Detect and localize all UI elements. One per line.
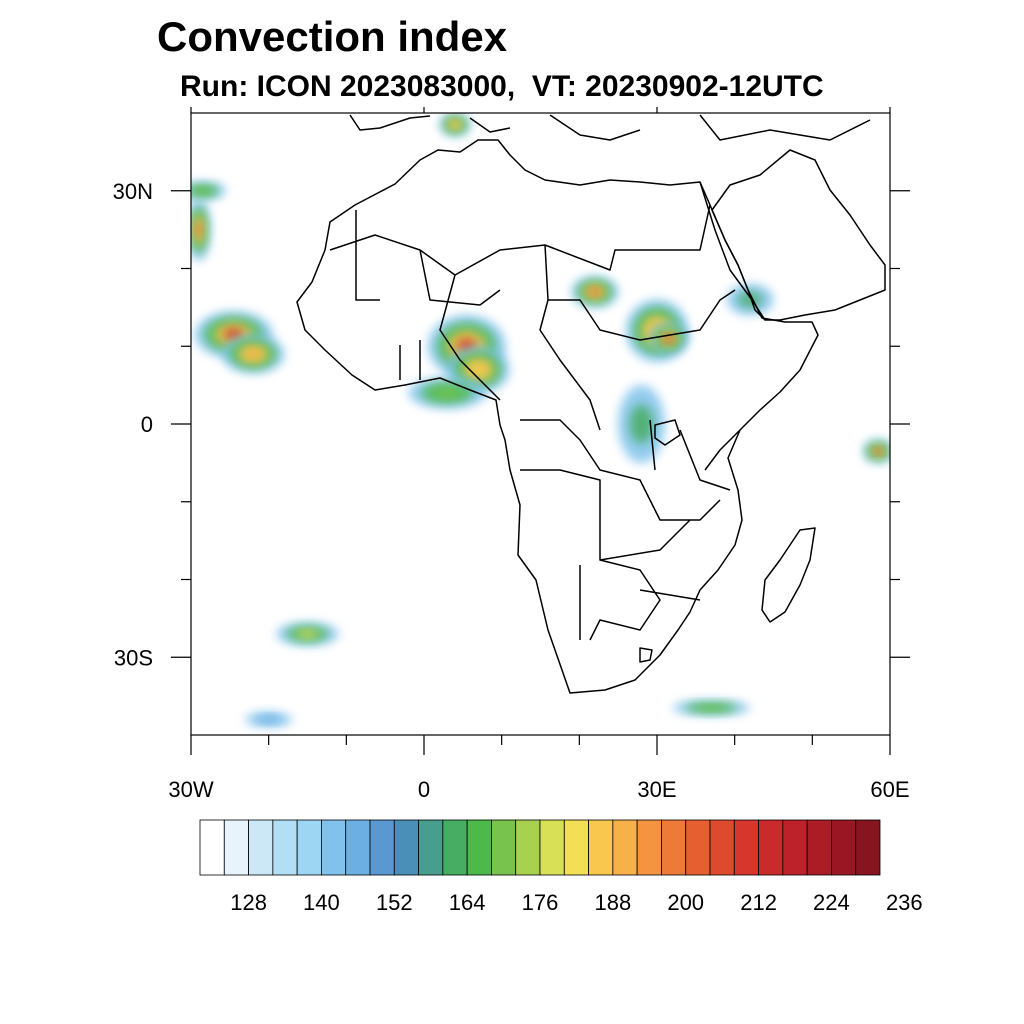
- colorbar-swatch: [466, 819, 492, 876]
- convection-cell-3: [194, 187, 211, 194]
- lon-label: 0: [418, 777, 430, 802]
- convection-cell-14: [698, 705, 725, 711]
- colorbar-label: 224: [813, 890, 850, 915]
- colorbar-swatch: [418, 819, 444, 876]
- convection-cell-7: [589, 287, 601, 296]
- europe-coastline: [349, 114, 871, 141]
- colorbar-swatch: [491, 819, 517, 876]
- map-title: Convection index: [157, 13, 508, 60]
- colorbar-swatch: [223, 819, 249, 876]
- colorbar-label: 128: [230, 890, 267, 915]
- colorbar-swatch: [442, 819, 468, 876]
- colorbar-swatch: [685, 819, 711, 876]
- colorbar-swatch: [588, 819, 614, 876]
- colorbar-swatch: [393, 819, 419, 876]
- lon-label: 30W: [168, 777, 213, 802]
- colorbar-label: 164: [449, 890, 486, 915]
- colorbar-swatch: [733, 819, 759, 876]
- coastlines-and-borders: [296, 114, 886, 694]
- convection-field: [191, 113, 890, 728]
- colorbar-swatch: [758, 819, 784, 876]
- colorbar-swatch: [345, 819, 371, 876]
- convection-cell-16: [256, 715, 281, 724]
- lon-label: 30E: [637, 777, 676, 802]
- colorbar-label: 200: [667, 890, 704, 915]
- lat-label: 30S: [114, 645, 153, 670]
- colorbar-label: 140: [303, 890, 340, 915]
- lat-label: 0: [141, 412, 153, 437]
- lon-label: 60E: [870, 777, 909, 802]
- colorbar-label: 188: [595, 890, 632, 915]
- convection-cell-9: [663, 334, 674, 343]
- convection-cell-6: [434, 387, 461, 399]
- colorbar-label: 212: [740, 890, 777, 915]
- convection-cell-15: [451, 121, 459, 128]
- axis-ticks: [171, 107, 910, 755]
- colorbar-swatch: [248, 819, 274, 876]
- colorbar-swatch: [855, 819, 881, 876]
- convection-cell-2: [195, 221, 202, 238]
- colorbar-swatch: [272, 819, 298, 876]
- country-borders: [329, 204, 741, 641]
- colorbar-swatch: [369, 819, 395, 876]
- convection-cell-12: [874, 448, 883, 455]
- convection-cell-10: [629, 404, 654, 444]
- colorbar-swatch: [636, 819, 662, 876]
- red-sea-coast: [699, 181, 766, 321]
- colorbar-label: 152: [376, 890, 413, 915]
- colorbar-swatch: [806, 819, 832, 876]
- lesotho-border: [639, 647, 653, 663]
- lake-victoria: [654, 419, 681, 446]
- colorbar-swatch: [515, 819, 541, 876]
- colorbar-swatch: [199, 819, 225, 876]
- lat-label: 30N: [113, 179, 153, 204]
- colorbar-swatch: [782, 819, 808, 876]
- arabia-coastline: [711, 149, 886, 321]
- colorbar-swatch: [321, 819, 347, 876]
- colorbar: 128 140 152 164 176 188 200 212 224 236: [199, 819, 923, 915]
- colorbar-swatch: [831, 819, 857, 876]
- convection-cell-11: [738, 291, 762, 308]
- colorbar-label: 236: [886, 890, 923, 915]
- convection-cell-5: [470, 363, 487, 376]
- africa-coastline: [296, 139, 819, 694]
- colorbar-swatch: [661, 819, 687, 876]
- colorbar-swatch: [563, 819, 589, 876]
- colorbar-label: 176: [522, 890, 559, 915]
- convection-cell-1: [245, 349, 261, 359]
- colorbar-swatch: [296, 819, 322, 876]
- colorbar-swatch: [709, 819, 735, 876]
- axis-tick-labels: 30W 0 30E 60E 30N 0 30S: [113, 179, 910, 802]
- convection-cell-13: [297, 630, 318, 638]
- madagascar-coastline: [761, 527, 816, 623]
- map-subtitle: Run: ICON 2023083000, VT: 20230902-12UTC: [180, 70, 824, 103]
- colorbar-swatch: [612, 819, 638, 876]
- colorbar-swatch: [539, 819, 565, 876]
